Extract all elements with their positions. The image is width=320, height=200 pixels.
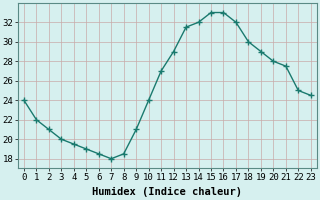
X-axis label: Humidex (Indice chaleur): Humidex (Indice chaleur) xyxy=(92,187,242,197)
